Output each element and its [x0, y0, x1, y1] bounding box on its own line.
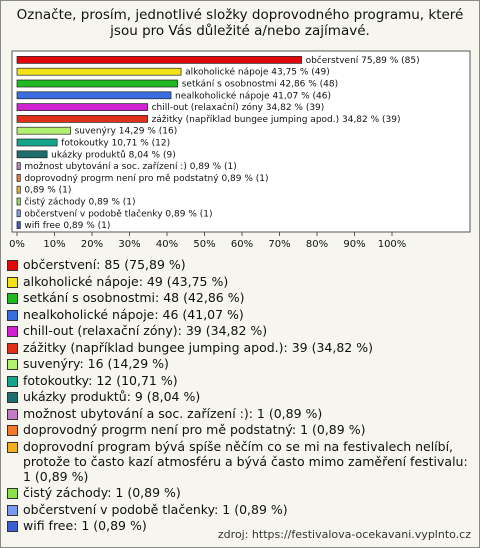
legend-item: doprovodní program bývá spíše něčím co s…: [7, 439, 473, 484]
legend-label: občerstvení v podobě tlačenky: 1 (0,89 %…: [23, 501, 288, 517]
bar: [16, 197, 21, 206]
legend-label: setkání s osobnostmi: 48 (42,86 %): [23, 290, 245, 305]
legend-swatch: [7, 441, 18, 453]
bar: [16, 67, 182, 76]
legend-swatch: [7, 309, 18, 321]
x-tick-label: 10%: [43, 239, 65, 250]
data-label: chill-out (relaxační) zóny 34,82 % (39): [152, 102, 325, 113]
legend-item: nealkoholické nápoje: 46 (41,07 %): [7, 307, 473, 322]
legend-swatch: [7, 392, 18, 403]
x-tick-label: 40%: [156, 239, 178, 250]
legend-label: ukázky produktů: 9 (8,04 %): [23, 389, 201, 404]
legend-swatch: [7, 504, 18, 516]
x-tick-label: 0%: [9, 239, 25, 250]
legend-swatch: [7, 342, 18, 354]
legend-item: občerstvení: 85 (75,89 %): [7, 257, 473, 272]
legend-label: zážitky (například bungee jumping apod.)…: [23, 339, 373, 355]
legend-item: doprovodný progrm není pro mě podstatný:…: [7, 422, 473, 437]
legend-label: fotokoutky: 12 (10,71 %): [23, 372, 178, 388]
legend-item: setkání s osobnostmi: 48 (42,86 %): [7, 290, 473, 305]
chart-title: Označte, prosím, jednotlivé složky dopro…: [16, 7, 464, 39]
legend-item: suvenýry: 16 (14,29 %): [7, 356, 473, 371]
legend-label: alkoholické nápoje: 49 (43,75 %): [23, 273, 229, 289]
data-label: čistý záchody 0,89 % (1): [24, 197, 135, 208]
x-tick-label: 100%: [378, 239, 407, 250]
legend-item: občerstvení v podobě tlačenky: 1 (0,89 %…: [7, 502, 473, 517]
bar: [16, 91, 172, 100]
legend-label: čistý záchody: 1 (0,89 %): [23, 485, 181, 500]
data-label: wifi free 0,89 % (1): [24, 221, 110, 231]
legend-item: chill-out (relaxační zóny): 39 (34,82 %): [7, 323, 473, 338]
legend-item: čistý záchody: 1 (0,89 %): [7, 485, 473, 500]
legend-item: wifi free: 1 (0,89 %): [7, 518, 473, 533]
data-label: alkoholické nápoje 43,75 % (49): [185, 67, 330, 78]
source: zdroj: https://festivalova-ocekavani.vyp…: [217, 528, 471, 541]
x-tick-label: 60%: [231, 239, 253, 250]
legend-swatch: [7, 375, 18, 387]
plot: 0% 10% 20% 30% 40% 50% 60% 70% 80% 90% 100% občerst…: [9, 50, 471, 250]
bar: [16, 209, 21, 218]
x-tick-label: 50%: [193, 239, 215, 250]
legend-swatch: [7, 359, 18, 370]
legend-label: suvenýry: 16 (14,29 %): [23, 356, 169, 371]
data-label: fotokoutky 10,71 % (12): [61, 139, 170, 149]
legend-item: fotokoutky: 12 (10,71 %): [7, 373, 473, 388]
data-label: ukázky produktů 8,04 % (9): [51, 149, 176, 160]
data-label: doprovodný progrm není pro mě podstatný …: [24, 174, 268, 184]
legend-label: nealkoholické nápoje: 46 (41,07 %): [23, 306, 244, 322]
data-label: občerstvení 75,89 % (85): [306, 55, 420, 66]
legend-swatch: [7, 521, 18, 532]
legend-item: ukázky produktů: 9 (8,04 %): [7, 389, 473, 404]
legend-swatch: [7, 425, 18, 436]
bar: [16, 56, 302, 64]
x-tick-label: 80%: [306, 239, 328, 250]
data-label: zážitky (například bungee jumping apod.)…: [152, 115, 401, 125]
bar: [16, 150, 48, 159]
legend-swatch: [7, 326, 18, 337]
legend-swatch: [7, 260, 18, 271]
x-tick-label: 30%: [118, 239, 140, 250]
legend-swatch: [7, 488, 18, 499]
bar: [16, 79, 179, 88]
data-label: nealkoholické nápoje 41,07 % (46): [175, 90, 331, 101]
data-label: setkání s osobnostmi 42,86 % (48): [182, 80, 338, 90]
data-label: možnost ubytování a soc. zařízení :) 0,8…: [24, 162, 236, 172]
bar: [16, 126, 71, 135]
legend: občerstvení: 85 (75,89 %) alkoholické náp…: [7, 257, 473, 535]
x-tick-label: 90%: [343, 239, 365, 250]
x-tick-label: 70%: [268, 239, 290, 250]
x-tick-label: 20%: [81, 239, 103, 250]
legend-label: možnost ubytování a soc. zařízení :): 1 …: [23, 405, 323, 421]
data-label: 0,89 % (1): [24, 186, 71, 196]
legend-swatch: [7, 276, 18, 288]
legend-label: občerstvení: 85 (75,89 %): [23, 257, 186, 272]
bar: [16, 103, 148, 111]
legend-label: doprovodní program bývá spíše něčím co s…: [23, 438, 468, 484]
bar: [16, 115, 148, 123]
legend-swatch: [7, 293, 18, 304]
bar: [16, 138, 58, 147]
bar: [16, 221, 21, 229]
legend-label: doprovodný progrm není pro mě podstatný:…: [23, 422, 366, 437]
legend-item: možnost ubytování a soc. zařízení :): 1 …: [7, 406, 473, 421]
data-label: občerstvení v podobě tlačenky 0,89 % (1): [24, 208, 212, 219]
data-label: suvenýry 14,29 % (16): [75, 127, 178, 137]
bar: [16, 162, 21, 170]
bar: [16, 185, 21, 194]
bar: [16, 174, 21, 182]
legend-swatch: [7, 408, 18, 420]
legend-item: zážitky (například bungee jumping apod.)…: [7, 340, 473, 355]
legend-label: chill-out (relaxační zóny): 39 (34,82 %): [23, 323, 268, 338]
legend-item: alkoholické nápoje: 49 (43,75 %): [7, 274, 473, 289]
legend-label: wifi free: 1 (0,89 %): [23, 518, 147, 533]
